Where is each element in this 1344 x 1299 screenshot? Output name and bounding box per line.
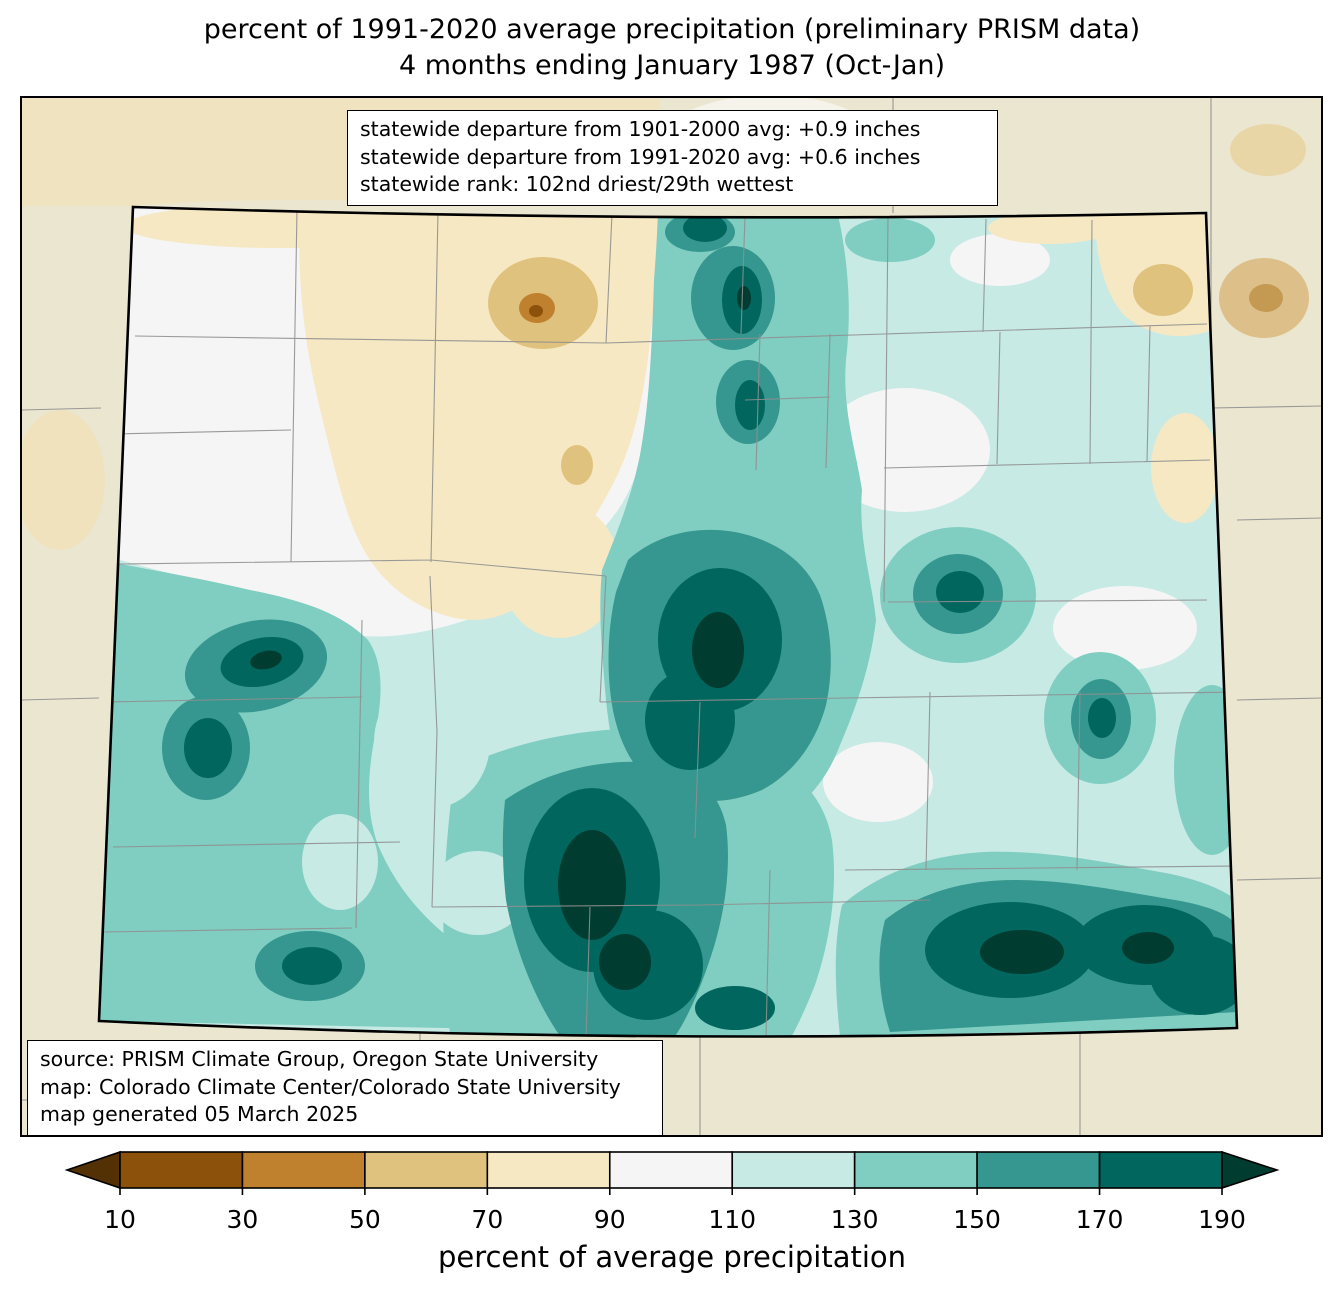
colorbar-tick-label: 50 — [349, 1205, 381, 1234]
state-border — [97, 205, 1239, 1038]
page-title: percent of 1991-2020 average precipitati… — [0, 12, 1344, 84]
colorbar-tick-label: 150 — [953, 1205, 1001, 1234]
source-line-2: map: Colorado Climate Center/Colorado St… — [40, 1074, 621, 1099]
county-boundaries — [103, 208, 1237, 1037]
colorbar-tick-label: 70 — [471, 1205, 503, 1234]
stats-box: statewide departure from 1901-2000 avg: … — [347, 110, 998, 207]
colorbar-tick-label: 170 — [1076, 1205, 1124, 1234]
colorbar-axis-label: percent of average precipitation — [437, 1240, 907, 1274]
colorbar-segment — [608, 1151, 734, 1189]
colorbar-arrow-left — [64, 1150, 121, 1190]
colorbar-segment — [976, 1151, 1101, 1189]
colorbar-tick-label: 90 — [594, 1205, 626, 1234]
source-line-1: source: PRISM Climate Group, Oregon Stat… — [40, 1047, 599, 1071]
colorbar-segment — [486, 1151, 611, 1189]
colorbar-tick-label: 30 — [227, 1205, 259, 1234]
colorbar-tick-label: 190 — [1198, 1205, 1246, 1234]
colorbar-segment — [364, 1151, 489, 1189]
colorbar-segment — [731, 1151, 856, 1189]
map-title-line2: 4 months ending January 1987 (Oct-Jan) — [398, 50, 946, 81]
colorbar-tick-label: 130 — [831, 1205, 879, 1234]
map-title-line1: percent of 1991-2020 average precipitati… — [203, 14, 1141, 45]
colorado-contours — [99, 207, 1237, 1037]
colorbar-tick-label: 10 — [104, 1205, 136, 1234]
colorbar-tick-label: 110 — [708, 1205, 756, 1234]
colorbar-arrow-right — [1221, 1150, 1280, 1190]
colorbar-segment — [119, 1151, 244, 1189]
colorbar-segment — [853, 1151, 978, 1189]
stats-line-3: statewide rank: 102nd driest/29th wettes… — [360, 172, 794, 197]
colorbar-segment — [1098, 1151, 1223, 1189]
colorbar-segment — [241, 1151, 366, 1189]
stats-line-1: statewide departure from 1901-2000 avg: … — [360, 117, 921, 141]
map-frame — [20, 96, 1323, 1137]
stats-line-2: statewide departure from 1991-2020 avg: … — [360, 144, 921, 169]
source-box: source: PRISM Climate Group, Oregon Stat… — [27, 1040, 663, 1137]
source-line-3: map generated 05 March 2025 — [40, 1102, 359, 1127]
colorbar: 10 30 50 70 90 110 130 150 170 190 — [64, 1150, 1280, 1234]
